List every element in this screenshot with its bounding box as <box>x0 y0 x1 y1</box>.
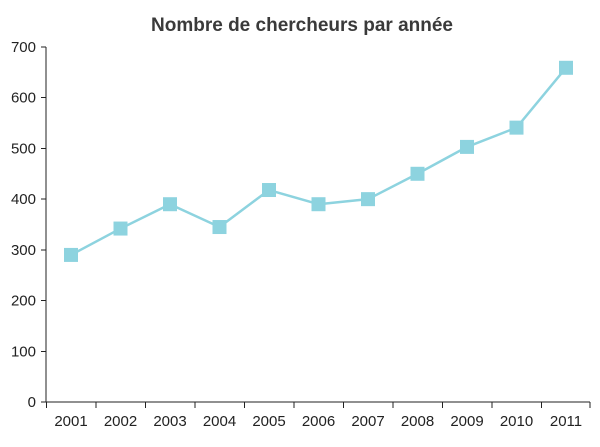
x-tick-label: 2001 <box>54 413 87 430</box>
y-tick-label: 600 <box>11 90 36 107</box>
y-tick-label: 200 <box>11 293 36 310</box>
data-point-2001 <box>64 247 78 262</box>
y-tick-label: 300 <box>11 242 36 259</box>
data-point-2011 <box>559 60 573 75</box>
x-tick-label: 2007 <box>351 413 384 430</box>
data-point-2006 <box>311 197 326 212</box>
x-tick-label: 2003 <box>153 413 186 430</box>
x-tick-label: 2005 <box>252 413 285 430</box>
y-tick-label: 500 <box>11 140 36 157</box>
data-point-2002 <box>113 221 128 236</box>
data-point-2003 <box>163 197 177 212</box>
series-layer <box>64 60 573 262</box>
y-tick-label: 700 <box>11 39 36 56</box>
data-point-2008 <box>410 166 425 181</box>
data-point-2004 <box>212 220 227 235</box>
y-tick-label: 0 <box>28 394 36 411</box>
y-axis: 0 100 200 300 400 500 600 700 <box>11 39 47 411</box>
x-axis: 2001 2002 2003 2004 2005 2006 2007 2008 2009 2010… <box>45 401 591 430</box>
x-tick-label: 2006 <box>302 413 335 430</box>
data-point-2005 <box>262 183 276 198</box>
x-tick-label: 2004 <box>203 413 236 430</box>
y-tick-label: 400 <box>11 191 36 208</box>
data-point-2007 <box>361 192 375 207</box>
data-point-2009 <box>460 139 474 154</box>
y-tick-label: 100 <box>11 343 36 360</box>
x-tick-label: 2008 <box>401 413 434 430</box>
x-tick-label: 2002 <box>104 413 137 430</box>
x-tick-label: 2011 <box>550 413 582 430</box>
series-line <box>70 66 567 257</box>
chart-title: Nombre de chercheurs par année <box>151 15 453 36</box>
data-point-2010 <box>509 120 524 135</box>
x-tick-label: 2010 <box>500 413 533 430</box>
x-tick-label: 2009 <box>450 413 483 430</box>
